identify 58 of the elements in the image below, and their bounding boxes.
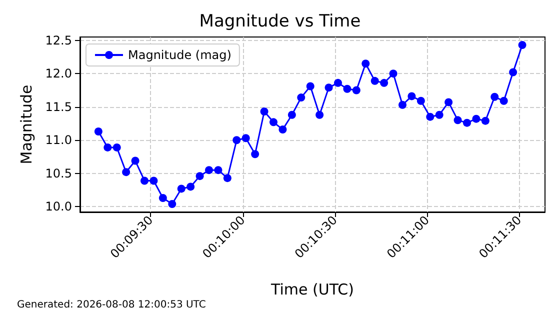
point	[500, 96, 508, 105]
legend-label: Magnitude (mag)	[128, 48, 232, 62]
point	[444, 98, 453, 106]
point	[242, 134, 250, 142]
point	[186, 182, 195, 191]
point	[214, 166, 222, 174]
point	[104, 143, 112, 152]
point	[324, 84, 333, 92]
y-tick-label: 11.0	[45, 133, 72, 148]
y-tick-label: 10.0	[45, 200, 72, 214]
point	[251, 150, 260, 158]
point	[509, 68, 518, 76]
point	[481, 116, 490, 125]
point	[260, 108, 268, 116]
point	[158, 194, 167, 202]
point	[196, 172, 204, 180]
chart-title: Magnitude vs Time	[199, 12, 361, 32]
point	[306, 82, 314, 90]
y-tick-label: 12.0	[45, 66, 72, 81]
point	[168, 200, 176, 208]
point	[362, 60, 370, 68]
point	[370, 76, 379, 85]
point	[380, 78, 388, 87]
point	[435, 110, 444, 119]
text: Generated: 2026-08-08 12:00:53 UTC	[17, 300, 206, 310]
point	[177, 184, 186, 193]
y-tick-label: 12.5	[45, 33, 72, 48]
point	[205, 166, 213, 174]
point	[454, 116, 462, 124]
point	[334, 78, 342, 87]
y-tick-label: 11.5	[45, 100, 72, 114]
point	[122, 168, 130, 176]
y-tick-label: 10.5	[45, 166, 72, 180]
point	[462, 118, 471, 127]
point	[112, 143, 121, 152]
point	[352, 86, 360, 94]
point	[426, 112, 434, 121]
point	[398, 100, 406, 109]
x-axis-title: Time (UTC)	[270, 280, 354, 298]
point	[288, 110, 296, 119]
point	[343, 84, 352, 93]
point	[297, 94, 306, 102]
point	[472, 114, 480, 123]
point	[140, 176, 149, 185]
point	[131, 156, 140, 165]
point	[94, 127, 102, 136]
point	[490, 92, 499, 101]
point	[278, 125, 287, 134]
point	[270, 118, 278, 126]
point	[316, 110, 324, 119]
point	[416, 96, 425, 105]
point	[223, 174, 232, 182]
point	[232, 136, 241, 144]
y-axis-title: Magnitude	[18, 84, 36, 164]
point	[518, 40, 526, 49]
point	[150, 176, 158, 185]
point	[408, 92, 416, 100]
point	[389, 70, 398, 78]
